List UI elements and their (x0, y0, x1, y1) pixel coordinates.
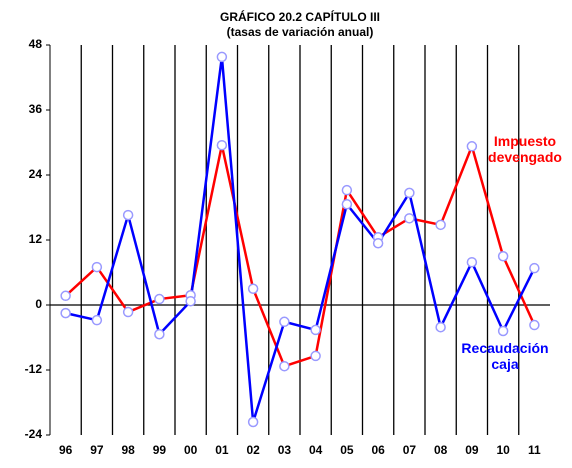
data-point (122, 209, 134, 221)
data-point (404, 213, 415, 224)
data-point (497, 325, 509, 337)
y-tick-label: 48 (29, 37, 43, 51)
x-tick-label: 11 (528, 443, 541, 457)
data-point (154, 329, 165, 340)
series-label: Recaudación caja (461, 340, 549, 372)
data-point (216, 139, 228, 151)
data-point (279, 360, 290, 372)
data-point (60, 307, 71, 319)
x-tick-label: 02 (246, 443, 260, 457)
data-point (435, 219, 446, 231)
data-point (341, 184, 353, 196)
x-tick-label: 06 (371, 443, 385, 457)
x-tick-label: 97 (90, 443, 104, 457)
y-tick-label: -24 (25, 427, 43, 441)
x-tick-label: 03 (278, 443, 292, 457)
data-point (529, 319, 540, 331)
data-point (247, 283, 259, 294)
x-tick-label: 99 (153, 443, 167, 457)
series-label: Impuesto devengado (488, 133, 562, 165)
data-point (247, 416, 259, 428)
data-point (466, 141, 478, 152)
data-point (216, 51, 228, 63)
data-point (466, 256, 478, 268)
data-point (60, 290, 71, 302)
data-point (310, 324, 321, 336)
data-point (154, 293, 165, 305)
x-tick-label: 07 (403, 443, 417, 457)
data-point (404, 187, 415, 199)
data-point (497, 251, 509, 262)
series-line (64, 142, 536, 368)
x-tick-label: 96 (59, 443, 73, 457)
data-point (372, 238, 384, 249)
x-tick-label: 05 (340, 443, 354, 457)
x-tick-label: 09 (465, 443, 479, 457)
data-point (310, 350, 321, 362)
data-point (435, 321, 446, 333)
chart-title: GRÁFICO 20.2 CAPÍTULO III (220, 9, 380, 24)
y-tick-label: 24 (29, 167, 43, 181)
data-point (185, 295, 196, 307)
chart-subtitle: (tasas de variación anual) (227, 25, 374, 39)
x-tick-label: 98 (121, 443, 135, 457)
data-point (341, 199, 353, 210)
data-point (91, 314, 103, 326)
data-point (122, 306, 134, 318)
data-point (529, 262, 540, 274)
series-line (65, 56, 536, 423)
data-point (91, 261, 103, 273)
x-tick-label: 04 (309, 443, 323, 457)
y-tick-label: 0 (35, 297, 42, 311)
y-tick-label: 36 (29, 102, 43, 116)
x-tick-label: 00 (184, 443, 198, 457)
y-tick-label: -12 (25, 362, 43, 376)
x-tick-label: 08 (434, 443, 448, 457)
data-point (279, 316, 290, 328)
x-tick-label: 10 (496, 443, 510, 457)
x-tick-label: 01 (215, 443, 229, 457)
y-tick-label: 12 (29, 232, 43, 246)
